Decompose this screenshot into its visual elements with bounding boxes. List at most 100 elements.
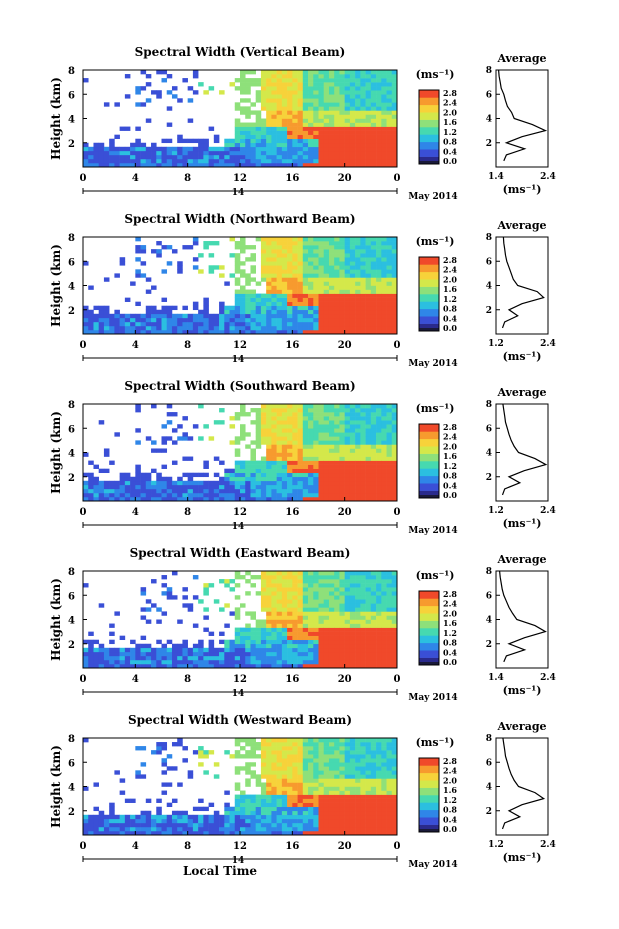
heatmap-cell (276, 285, 283, 290)
heatmap-cell (318, 627, 325, 632)
heatmap-cell (281, 623, 288, 628)
heatmap-cell (192, 158, 199, 164)
heatmap-cells (83, 237, 398, 335)
heatmap-cell (334, 98, 340, 103)
heatmap-cell (344, 826, 351, 832)
heatmap-cell (266, 583, 272, 588)
heatmap-cell (355, 440, 361, 445)
heatmap-cell (339, 830, 345, 836)
heatmap-cell (182, 245, 188, 250)
heatmap-cell (245, 480, 251, 486)
heatmap-cell (370, 631, 377, 636)
heatmap-cell (135, 154, 141, 160)
heatmap-cell (360, 639, 366, 645)
heatmap-cell (386, 134, 393, 140)
heatmap-cell (344, 241, 351, 246)
heatmap-cell (271, 444, 277, 449)
heatmap-cell (234, 130, 241, 135)
heatmap-cell (234, 86, 241, 91)
heatmap-cell (271, 603, 277, 608)
heatmap-cell (360, 301, 366, 307)
heatmap-cell (323, 142, 330, 148)
heatmap-cell (391, 782, 398, 787)
heatmap-cell (276, 794, 283, 799)
heatmap-cell (103, 309, 110, 315)
heatmap-cell (240, 309, 246, 315)
heatmap-cell (313, 663, 319, 669)
heatmap-cell (323, 424, 330, 429)
colorbar-tick-label: 0.8 (443, 471, 457, 481)
heatmap-cell (360, 261, 366, 266)
heatmap-cell (355, 150, 361, 156)
heatmap-cell (391, 631, 398, 636)
heatmap-cell (323, 261, 330, 266)
heatmap-cell (328, 663, 335, 669)
heatmap-cell (349, 432, 356, 437)
heatmap-cell (376, 428, 382, 433)
heatmap-cell (365, 313, 372, 319)
heatmap-cell (287, 770, 293, 775)
heatmap-cell (93, 154, 99, 160)
heatmap-cell (318, 126, 325, 131)
heatmap-cell (386, 738, 393, 743)
heatmap-cell (213, 762, 220, 767)
average-profile-line (501, 403, 548, 496)
heatmap-cell (161, 492, 168, 498)
heatmap-cell (240, 317, 246, 323)
heatmap-cell (271, 142, 277, 148)
heatmap-cell (297, 790, 304, 795)
heatmap-cell (213, 150, 220, 156)
heatmap-cell (349, 325, 356, 331)
heatmap-cell (381, 281, 387, 286)
heatmap-cell (276, 806, 283, 812)
heatmap-cell (360, 285, 366, 290)
heatmap-cell (360, 265, 366, 270)
heatmap-cell (334, 253, 340, 258)
heatmap-cell (114, 814, 120, 820)
heatmap-cell (381, 428, 387, 433)
heatmap-cell (103, 277, 110, 282)
heatmap-cell (328, 766, 335, 771)
heatmap-cell (281, 273, 288, 278)
heatmap-cell (156, 639, 162, 645)
heatmap-cell (234, 317, 241, 323)
heatmap-cell (386, 746, 393, 751)
heatmap-cell (334, 305, 340, 311)
heatmap-cell (255, 468, 262, 474)
heatmap-cell (234, 78, 241, 83)
heatmap-cell (328, 94, 335, 99)
heatmap-cell (287, 436, 293, 441)
heatmap-cell (318, 428, 325, 433)
heatmap-cell (229, 253, 236, 258)
heatmap-cell (93, 142, 99, 148)
heatmap-cell (171, 826, 178, 832)
heatmap-cell (381, 237, 387, 242)
heatmap-cell (302, 571, 309, 576)
heatmap-cell (151, 305, 157, 311)
heatmap-cell (370, 750, 377, 755)
heatmap-cell (287, 746, 293, 751)
heatmap-cell (297, 587, 304, 592)
heatmap-cell (376, 492, 382, 498)
heatmap-cell (240, 830, 246, 836)
heatmap-cell (297, 142, 304, 148)
colorbar-tick-label: 1.6 (443, 785, 457, 795)
heatmap-cell (198, 146, 204, 152)
colorbar-tick-label: 2.0 (443, 608, 457, 618)
average-title: Average (496, 386, 546, 399)
colorbar-tick-label: 2.4 (443, 265, 457, 275)
heatmap-cell (287, 738, 293, 743)
heatmap-cell (292, 440, 298, 445)
heatmap-cell (365, 261, 372, 266)
colorbar-tick-label: 0.4 (443, 480, 457, 490)
heatmap-cell (192, 488, 199, 494)
heatmap-cell (318, 575, 325, 580)
heatmap-cell (386, 269, 393, 274)
heatmap-cell (376, 822, 382, 828)
heatmap-cell (203, 583, 209, 588)
heatmap-cell (240, 603, 246, 608)
heatmap-cell (302, 241, 309, 246)
heatmap-cell (360, 579, 366, 584)
x-tick-label: 0 (394, 674, 401, 685)
heatmap-cell (302, 643, 309, 649)
